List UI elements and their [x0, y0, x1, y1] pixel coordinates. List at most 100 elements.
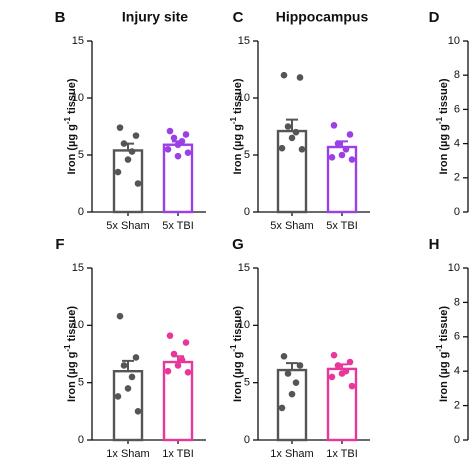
- data-point: [164, 367, 172, 375]
- y-tick-label: 8: [454, 296, 460, 308]
- x-tick-label: 1x TBI: [162, 448, 194, 460]
- y-axis-label: Iron (µg g-1 tissue): [63, 306, 78, 402]
- error-bar: [286, 362, 298, 371]
- data-point: [284, 123, 292, 130]
- data-point: [346, 358, 354, 366]
- data-point: [134, 408, 142, 415]
- y-axis-label: Iron (µg g-1 tissue): [229, 78, 244, 174]
- x-tick-label: 1x TBI: [326, 448, 358, 460]
- y-tick-label: 2: [454, 172, 460, 184]
- data-point: [166, 332, 174, 339]
- data-point: [174, 152, 182, 160]
- data-point: [114, 393, 122, 400]
- data-point: [338, 151, 346, 159]
- y-tick-label: 10: [448, 35, 460, 47]
- data-point: [296, 362, 304, 369]
- data-point: [288, 134, 296, 142]
- data-point: [120, 140, 128, 147]
- data-point: [128, 373, 136, 381]
- y-tick-label: 15: [238, 35, 250, 47]
- data-point: [342, 146, 350, 153]
- data-point: [124, 156, 132, 163]
- y-axis-label: Iron (µg g-1 tissue): [63, 78, 78, 174]
- y-tick-label: 10: [238, 319, 250, 331]
- data-point: [298, 146, 306, 153]
- y-tick-label: 0: [244, 434, 250, 446]
- data-point: [280, 71, 288, 79]
- y-tick-label: 0: [454, 434, 460, 446]
- y-label-text: Iron (µg g: [232, 124, 244, 174]
- bar: [112, 370, 144, 442]
- y-tick-label: 15: [72, 35, 84, 47]
- data-point: [330, 351, 338, 359]
- data-point: [178, 356, 186, 364]
- panel-label: F: [55, 236, 64, 253]
- y-tick-label: 10: [448, 262, 460, 274]
- data-point: [174, 362, 182, 369]
- data-point: [120, 362, 128, 369]
- y-label-sup: -1: [435, 344, 444, 352]
- y-label-text: tissue): [438, 78, 450, 117]
- y-label-text: Iron (µg g: [66, 124, 78, 174]
- panel-label: H: [429, 236, 440, 253]
- y-axis-label: Iron (µg g-1 tissue): [435, 306, 450, 402]
- panel-title: Injury site: [122, 9, 188, 25]
- y-tick-label: 10: [72, 319, 84, 331]
- y-tick-label: 6: [454, 331, 460, 343]
- x-tick-label: 5x Sham: [270, 220, 313, 232]
- y-tick-label: 0: [454, 206, 460, 218]
- y-axis-label: Iron (µg g-1 tissue): [435, 78, 450, 174]
- data-point: [328, 153, 336, 161]
- data-point: [338, 370, 346, 377]
- y-label-text: tissue): [66, 78, 78, 117]
- data-point: [334, 362, 342, 369]
- y-tick-label: 5: [244, 377, 250, 389]
- y-tick-label: 6: [454, 103, 460, 115]
- y-label-sup: -1: [63, 116, 72, 124]
- data-point: [182, 131, 190, 138]
- data-point: [292, 379, 300, 386]
- y-tick-label: 0: [244, 206, 250, 218]
- data-point: [128, 148, 136, 155]
- x-tick-label: 5x TBI: [326, 220, 358, 232]
- data-point: [292, 128, 300, 136]
- data-point: [174, 141, 182, 149]
- panel-label: D: [429, 9, 440, 26]
- y-tick-label: 15: [72, 262, 84, 274]
- data-point: [124, 385, 132, 392]
- data-point: [278, 404, 286, 412]
- y-tick-label: 4: [454, 138, 460, 150]
- y-axis-label: Iron (µg g-1 tissue): [229, 306, 244, 402]
- y-label-sup: -1: [229, 116, 238, 124]
- data-point: [164, 146, 172, 153]
- data-point: [184, 369, 192, 376]
- data-point: [170, 134, 178, 142]
- x-tick-label: 1x Sham: [106, 448, 149, 460]
- y-label-text: tissue): [66, 306, 78, 345]
- y-label-text: tissue): [438, 306, 450, 345]
- y-label-text: tissue): [232, 306, 244, 345]
- data-point: [170, 350, 178, 358]
- data-point: [278, 144, 286, 152]
- x-tick-label: 1x Sham: [270, 448, 313, 460]
- panel-title: Hippocampus: [276, 9, 369, 25]
- y-label-text: Iron (µg g: [66, 352, 78, 402]
- data-point: [132, 132, 140, 139]
- y-tick-label: 0: [78, 206, 84, 218]
- y-label-text: Iron (µg g: [232, 352, 244, 402]
- data-point: [334, 140, 342, 147]
- y-tick-label: 10: [238, 92, 250, 104]
- data-point: [348, 156, 356, 163]
- panel-label: C: [233, 9, 244, 26]
- y-tick-label: 0: [78, 434, 84, 446]
- data-point: [184, 149, 192, 157]
- data-point: [134, 180, 142, 187]
- data-point: [280, 352, 288, 360]
- y-tick-label: 4: [454, 365, 460, 377]
- data-point: [346, 131, 354, 138]
- y-tick-label: 2: [454, 400, 460, 412]
- y-tick-label: 10: [72, 92, 84, 104]
- y-label-sup: -1: [435, 116, 444, 124]
